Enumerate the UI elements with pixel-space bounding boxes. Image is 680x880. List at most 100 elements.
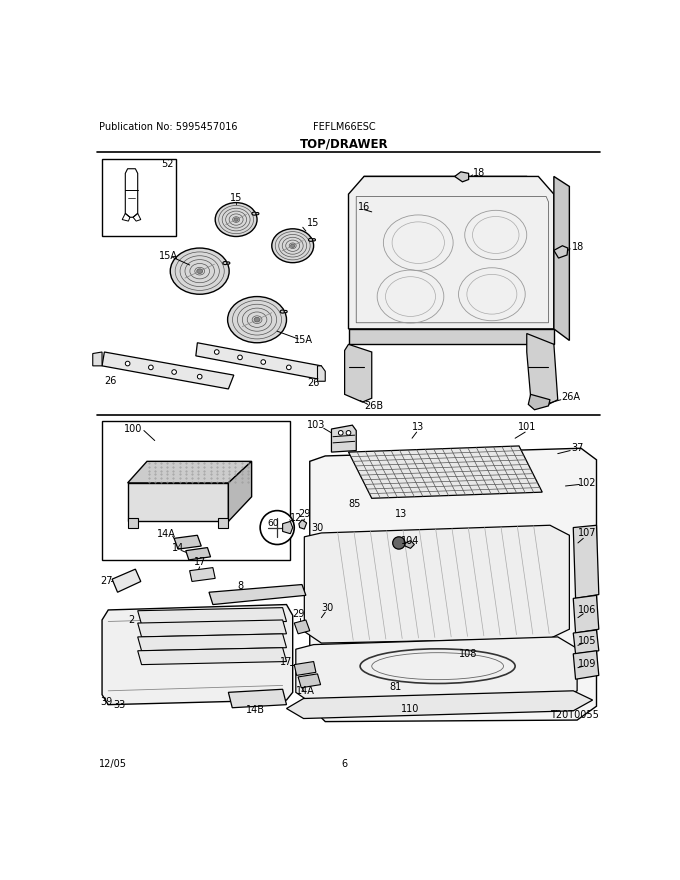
Polygon shape [294,662,316,676]
Ellipse shape [280,310,285,313]
Polygon shape [331,425,356,452]
Text: 17: 17 [280,656,292,666]
Ellipse shape [228,297,286,343]
Polygon shape [186,547,211,560]
Text: 27: 27 [101,576,113,586]
Polygon shape [573,651,599,679]
Polygon shape [228,689,286,708]
Text: 52: 52 [161,159,173,169]
Circle shape [392,537,405,549]
Polygon shape [137,607,286,625]
Text: 15A: 15A [159,251,178,260]
Circle shape [260,510,294,545]
Circle shape [197,374,202,379]
Ellipse shape [284,311,287,312]
Polygon shape [554,246,568,258]
Text: 33: 33 [114,700,126,709]
Circle shape [286,365,291,370]
Polygon shape [102,352,234,389]
Text: 30: 30 [311,523,324,532]
Text: 12/05: 12/05 [99,759,127,769]
Polygon shape [112,569,141,592]
Ellipse shape [254,318,260,322]
Text: 8: 8 [237,581,243,591]
Text: 18: 18 [473,168,485,179]
Polygon shape [128,517,137,528]
Text: TOP/DRAWER: TOP/DRAWER [301,137,389,150]
Polygon shape [92,352,102,366]
Ellipse shape [197,269,203,274]
Text: 104: 104 [401,536,420,546]
Polygon shape [128,461,252,483]
Text: 18: 18 [572,241,584,252]
Ellipse shape [223,261,228,265]
Polygon shape [137,634,286,651]
Text: 106: 106 [578,605,596,615]
Polygon shape [209,584,306,605]
Text: 14A: 14A [157,529,176,539]
Polygon shape [405,540,414,548]
Text: 110: 110 [401,703,420,714]
Polygon shape [573,630,599,654]
Polygon shape [573,525,599,598]
Ellipse shape [170,248,229,294]
Ellipse shape [272,229,313,262]
Polygon shape [310,448,596,722]
Polygon shape [296,637,577,705]
Bar [102,422,290,560]
Polygon shape [137,648,286,664]
Text: 14: 14 [172,543,184,554]
Polygon shape [554,176,569,341]
Polygon shape [283,521,292,533]
Text: 81: 81 [389,682,401,692]
Text: 15: 15 [230,193,242,203]
Text: 14A: 14A [296,686,316,696]
Text: 108: 108 [460,649,478,659]
Text: Publication No: 5995457016: Publication No: 5995457016 [99,122,237,132]
Circle shape [214,349,219,355]
Polygon shape [196,343,322,379]
Circle shape [125,362,130,366]
Polygon shape [345,344,372,402]
Text: 16: 16 [358,202,370,212]
Text: 15: 15 [307,217,320,228]
Polygon shape [318,366,325,381]
Text: 29: 29 [298,509,311,518]
Text: 29: 29 [292,609,305,619]
Polygon shape [218,517,228,528]
Circle shape [346,430,351,435]
Text: 26: 26 [307,378,320,388]
Text: 39: 39 [101,697,113,708]
Circle shape [339,430,343,435]
Text: 13: 13 [412,422,424,432]
Circle shape [238,356,242,360]
Text: 107: 107 [578,528,596,538]
Text: 2: 2 [129,615,135,625]
Polygon shape [305,525,569,643]
Polygon shape [348,176,554,329]
Text: 103: 103 [307,420,325,430]
Text: FEFLM66ESC: FEFLM66ESC [313,122,376,132]
Ellipse shape [290,244,295,247]
Text: 13: 13 [395,509,407,518]
Polygon shape [527,334,558,405]
Polygon shape [348,329,554,344]
Text: 105: 105 [578,635,596,646]
Polygon shape [174,535,201,549]
Polygon shape [128,483,228,521]
Text: 12: 12 [290,512,302,523]
Ellipse shape [234,218,238,221]
Text: 26: 26 [104,377,117,386]
Text: 37: 37 [571,444,583,453]
Text: 60: 60 [267,519,279,528]
Bar [102,159,175,237]
Text: 6: 6 [341,759,347,769]
Polygon shape [228,461,252,521]
Text: T20T0055: T20T0055 [550,710,599,721]
Polygon shape [299,520,307,529]
Polygon shape [294,620,310,634]
Polygon shape [528,394,550,410]
Polygon shape [573,595,599,633]
Polygon shape [298,674,320,688]
Text: 17: 17 [194,557,206,568]
